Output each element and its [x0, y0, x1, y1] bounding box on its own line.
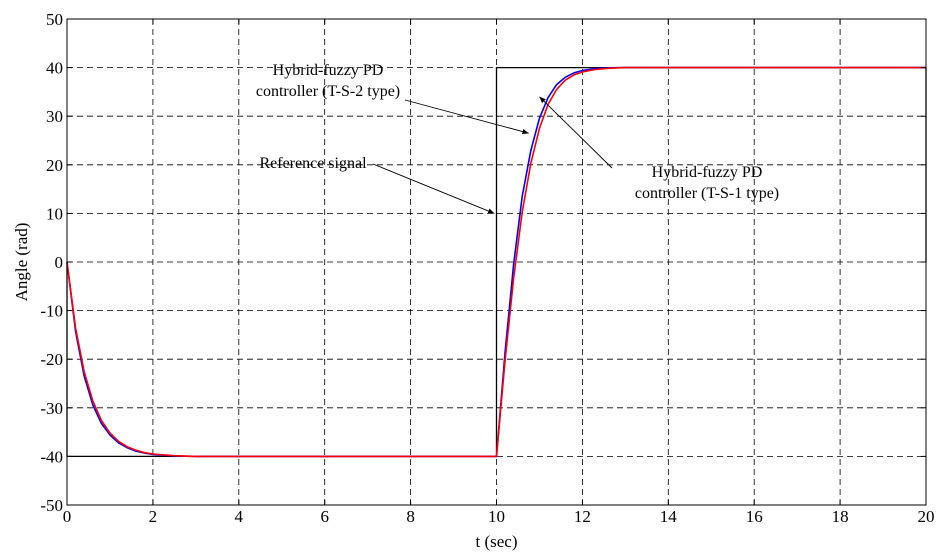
y-tick-label: 40: [46, 59, 63, 78]
annotation-text: Hybrid-fuzzy PD: [652, 164, 763, 181]
axis-ticks: 0 2 4 6 8 10 12 14 16 18 20 -50 -40 -30 -20 -10 0 10 20 30 4…: [40, 10, 934, 526]
y-axis-label: Angle (rad): [12, 223, 31, 302]
x-tick-label: 20: [918, 507, 935, 526]
y-tick-label: 20: [46, 156, 63, 175]
grid-lines: [67, 19, 926, 505]
annotations: Hybrid-fuzzy PD controller (T-S-2 type) Re…: [256, 62, 779, 214]
annotation-arrow: [404, 99, 529, 135]
x-tick-label: 6: [320, 507, 329, 526]
y-tick-label: 0: [55, 253, 64, 272]
x-tick-label: 4: [235, 507, 244, 526]
y-tick-label: -50: [40, 496, 63, 515]
annotation-arrow: [372, 163, 495, 214]
y-tick-label: -10: [40, 302, 63, 321]
y-tick-label: -30: [40, 399, 63, 418]
x-tick-label: 12: [574, 507, 591, 526]
annotation-text: Hybrid-fuzzy PD: [273, 62, 384, 79]
x-tick-label: 18: [832, 507, 849, 526]
y-tick-label: 10: [46, 204, 63, 223]
annotation-text: Reference signal: [259, 155, 367, 172]
x-tick-label: 2: [149, 507, 158, 526]
x-tick-label: 10: [488, 507, 505, 526]
annotation-text: controller (T-S-1 type): [635, 185, 779, 202]
x-tick-label: 8: [406, 507, 415, 526]
x-tick-label: 0: [63, 507, 72, 526]
y-tick-label: -40: [40, 447, 63, 466]
x-tick-label: 14: [660, 507, 678, 526]
y-tick-label: 50: [46, 10, 63, 29]
series-line-3: [66, 66, 926, 458]
x-tick-label: 16: [746, 507, 763, 526]
annotation-text: controller (T-S-2 type): [256, 83, 400, 100]
x-axis-label: t (sec): [475, 532, 517, 551]
y-tick-label: -20: [40, 350, 63, 369]
annotation-arrow: [539, 96, 613, 169]
y-tick-label: 30: [46, 107, 63, 126]
